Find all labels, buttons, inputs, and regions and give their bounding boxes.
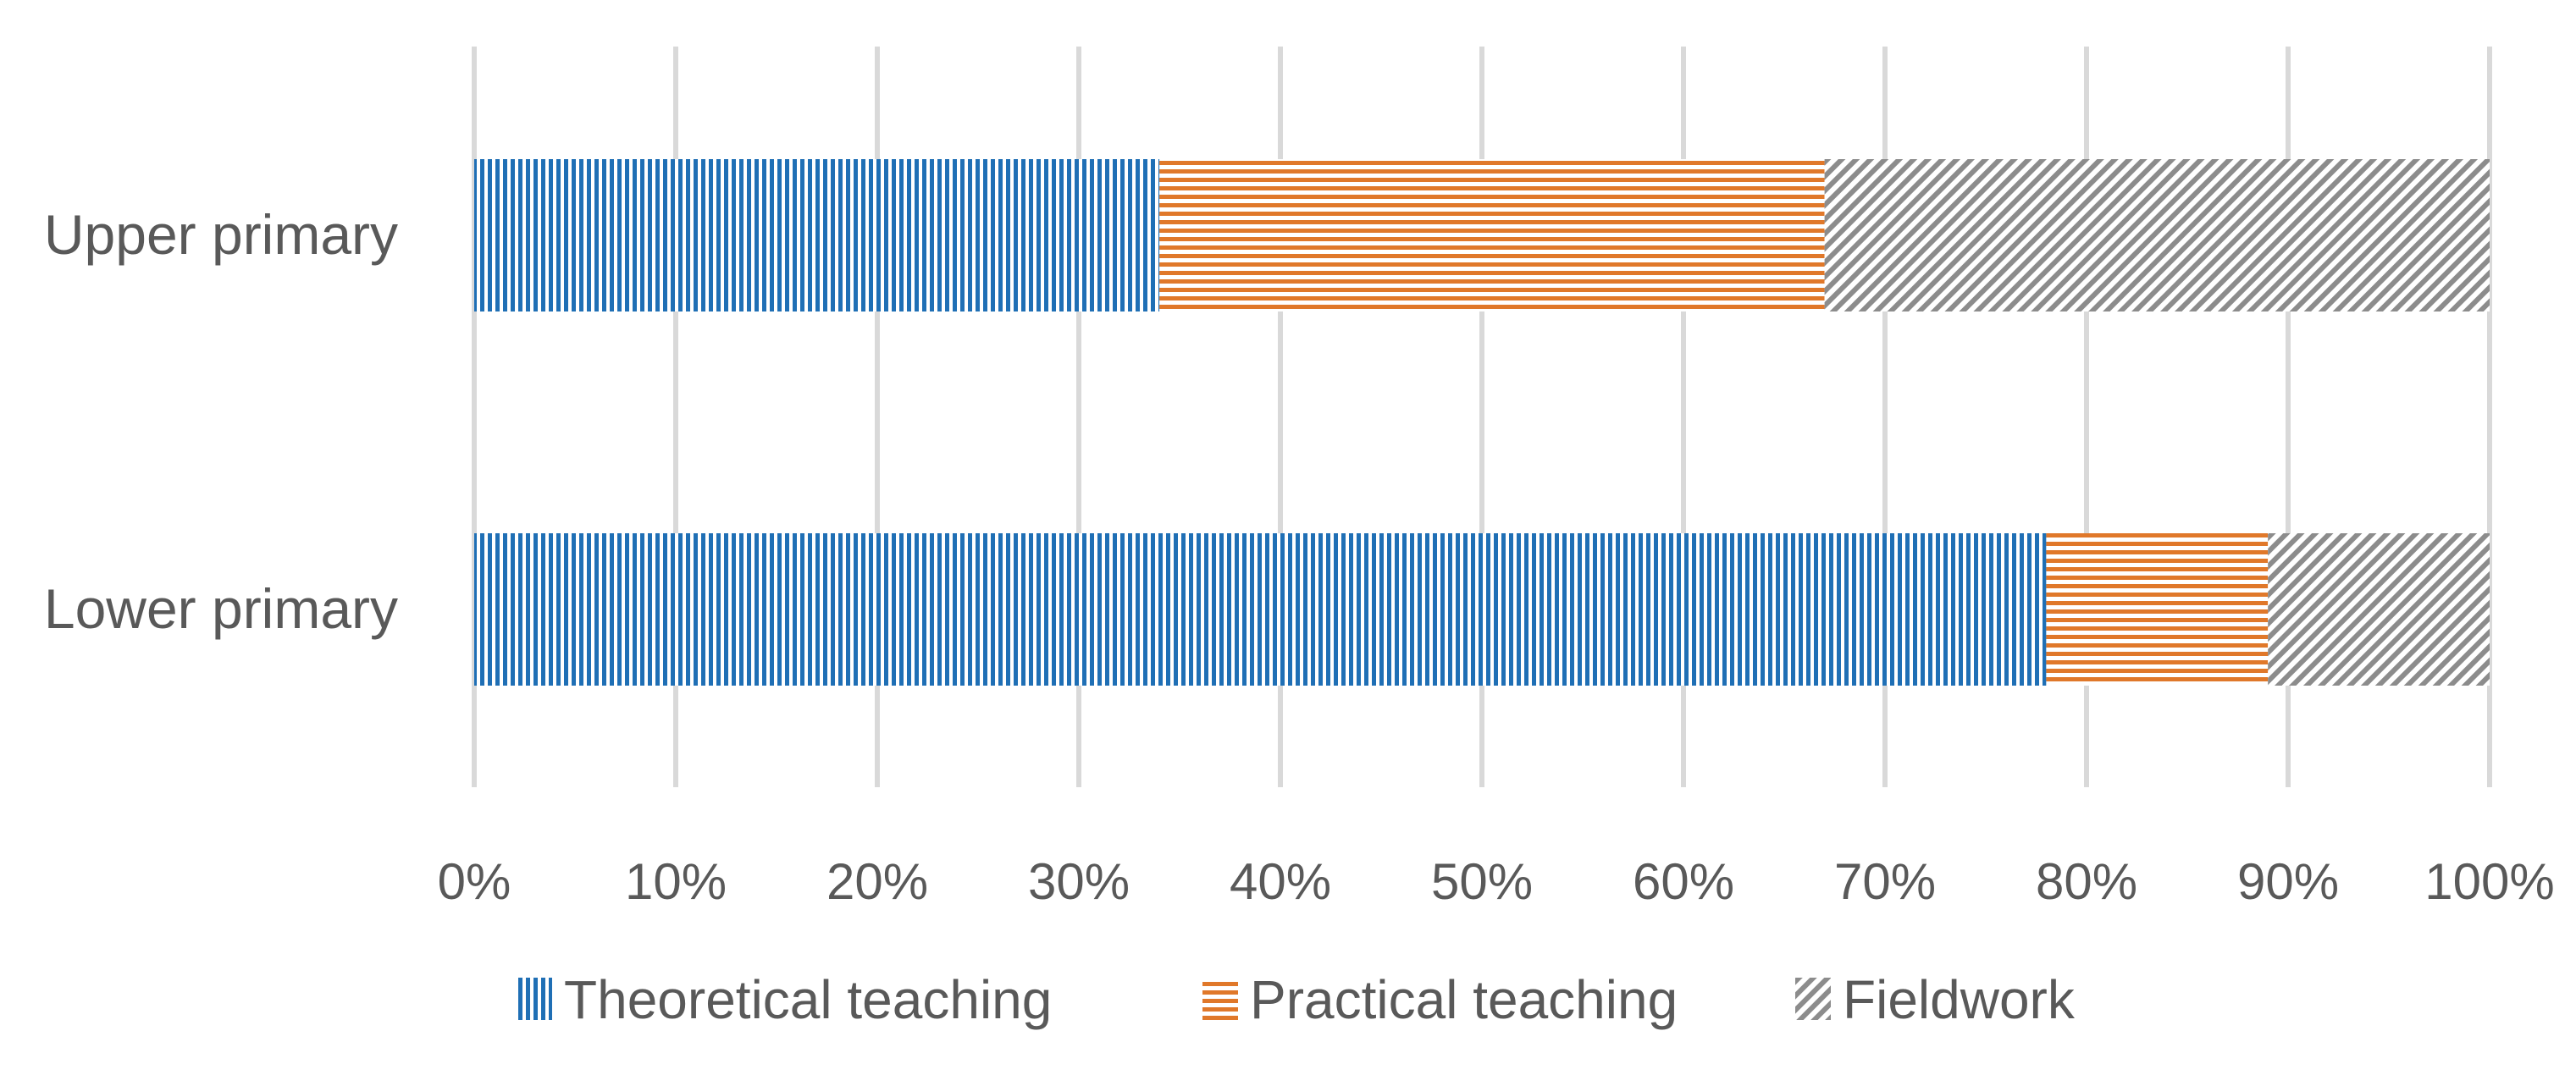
bar-segment bbox=[474, 533, 2047, 686]
bar-segment bbox=[1824, 159, 2490, 311]
x-tick-label: 50% bbox=[1431, 853, 1533, 910]
bar-segment bbox=[1159, 159, 1825, 311]
legend-swatch bbox=[517, 978, 552, 1020]
x-tick-label: 10% bbox=[625, 853, 727, 910]
legend-label: Theoretical teaching bbox=[564, 969, 1052, 1030]
bar-segment bbox=[2268, 533, 2490, 686]
x-tick-label: 30% bbox=[1028, 853, 1130, 910]
x-tick-label: 90% bbox=[2237, 853, 2339, 910]
bars bbox=[474, 159, 2490, 686]
category-labels: Upper primary Lower primary bbox=[44, 203, 398, 640]
bar-segment bbox=[474, 159, 1160, 311]
category-label: Lower primary bbox=[44, 577, 398, 640]
x-tick-label: 100% bbox=[2424, 853, 2554, 910]
x-tick-label: 20% bbox=[826, 853, 928, 910]
x-tick-label: 80% bbox=[2036, 853, 2137, 910]
x-tick-label: 0% bbox=[438, 853, 511, 910]
legend-swatch bbox=[1795, 978, 1831, 1020]
legend-swatch bbox=[1202, 978, 1238, 1020]
x-tick-label: 60% bbox=[1633, 853, 1734, 910]
bar-segment bbox=[2046, 533, 2269, 686]
category-label: Upper primary bbox=[44, 203, 398, 266]
x-tick-label: 40% bbox=[1230, 853, 1331, 910]
x-tick-labels: 0% 10% 20% 30% 40% 50% 60% 70% 80% 90% 100% bbox=[438, 853, 2555, 910]
x-tick-label: 70% bbox=[1834, 853, 1936, 910]
legend-label: Practical teaching bbox=[1250, 969, 1678, 1030]
legend: Theoretical teaching Practical teaching Fi… bbox=[517, 969, 2076, 1030]
legend-label: Fieldwork bbox=[1843, 969, 2076, 1030]
